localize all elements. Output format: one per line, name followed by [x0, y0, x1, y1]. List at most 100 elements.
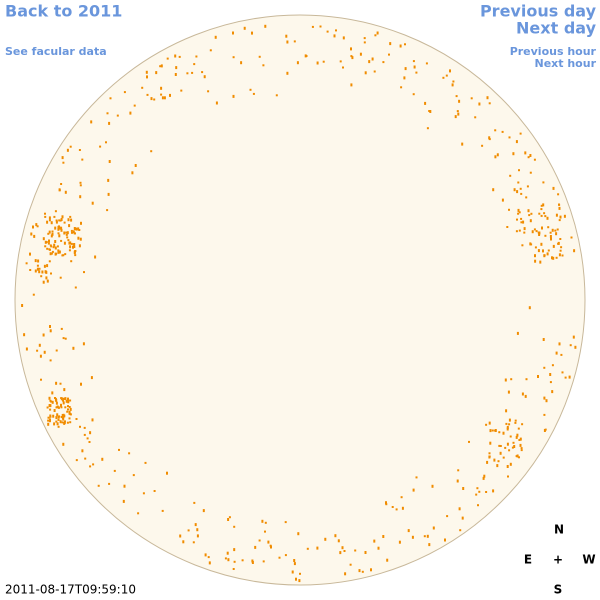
facular-dot [34, 259, 37, 263]
facular-dot [48, 404, 51, 407]
facular-dot [209, 49, 212, 52]
facular-dot [58, 234, 61, 238]
facular-dot [376, 31, 379, 35]
facular-dot [426, 534, 429, 538]
facular-dot [270, 545, 272, 549]
facular-dot [564, 376, 567, 379]
facular-dot [56, 422, 59, 426]
back-link[interactable]: Back to 2011 [5, 2, 122, 21]
next-day-link[interactable]: Next day [516, 19, 597, 38]
facular-dot [424, 101, 427, 105]
facular-dot [51, 400, 54, 404]
facular-dot [412, 60, 415, 63]
facular-dot [264, 24, 267, 28]
facular-dot [25, 347, 28, 351]
facular-dot [428, 543, 431, 547]
facular-dot [522, 220, 525, 224]
facular-dot [572, 335, 575, 339]
facular-dot [261, 519, 264, 523]
facular-dot [208, 561, 211, 565]
facular-dot [284, 521, 287, 524]
facular-dot [80, 382, 82, 386]
compass-east: E [524, 553, 532, 567]
facular-link[interactable]: See facular data [5, 45, 107, 58]
facular-dot [574, 345, 577, 349]
facular-dot [66, 231, 69, 235]
facular-dot [493, 458, 496, 462]
facular-dot [108, 121, 111, 125]
facular-dot [555, 213, 558, 217]
facular-dot [462, 487, 465, 490]
facular-dot [64, 420, 66, 423]
facular-dot [293, 40, 296, 43]
facular-dot [133, 104, 136, 107]
facular-dot [48, 396, 51, 400]
facular-dot [60, 397, 63, 401]
facular-dot [551, 256, 553, 260]
facular-dot [485, 491, 488, 493]
facular-dot [513, 188, 516, 192]
facular-dot [70, 260, 73, 263]
facular-dot [53, 409, 56, 412]
facular-dot [42, 237, 45, 241]
facular-dot [518, 456, 520, 459]
facular-dot [540, 242, 543, 246]
compass-south: S [554, 583, 563, 597]
prev-day-link[interactable]: Previous day [480, 2, 597, 21]
facular-dot [42, 333, 45, 337]
facular-dot [363, 41, 366, 44]
facular-dot [537, 249, 540, 253]
facular-dot [49, 415, 52, 418]
facular-dot [196, 528, 199, 532]
facular-dot [423, 535, 426, 538]
facular-dot [70, 229, 73, 232]
facular-dot [79, 237, 82, 241]
facular-dot [77, 227, 80, 231]
facular-dot [517, 427, 520, 430]
facular-dot [350, 55, 353, 58]
facular-dot [485, 423, 488, 426]
facular-dot [69, 245, 72, 249]
facular-dot [52, 246, 55, 249]
facular-dot [78, 149, 81, 151]
facular-dot [539, 260, 542, 264]
facular-dot [186, 72, 189, 75]
facular-dot [492, 188, 495, 192]
facular-dot [520, 221, 523, 224]
compass-center: + [553, 553, 563, 567]
facular-dot [66, 421, 69, 424]
facular-dot [67, 239, 70, 242]
facular-dot [71, 231, 73, 234]
facular-dot [545, 399, 548, 403]
facular-dot [48, 230, 51, 234]
facular-dot [413, 65, 416, 69]
facular-dot [559, 238, 562, 240]
facular-dot [55, 219, 58, 222]
facular-dot [166, 57, 169, 60]
facular-dot [377, 546, 380, 550]
facular-dot [570, 236, 573, 239]
facular-dot [543, 366, 546, 369]
facular-dot [146, 75, 148, 79]
facular-dot [518, 169, 520, 172]
facular-dot [65, 399, 68, 403]
facular-dot [55, 220, 58, 224]
facular-dot [452, 80, 455, 83]
facular-dot [449, 69, 451, 73]
facular-dot [49, 325, 51, 328]
facular-dot [505, 409, 508, 413]
prev-hour-link[interactable]: Previous hour [510, 45, 597, 58]
facular-dot [521, 392, 524, 396]
facular-dot [207, 90, 210, 93]
facular-dot [551, 364, 554, 367]
facular-dot [373, 70, 376, 73]
facular-dot [507, 390, 510, 394]
facular-dot [36, 225, 39, 228]
facular-dot [47, 232, 50, 235]
facular-dot [66, 236, 69, 239]
facular-dot [540, 204, 543, 207]
facular-dot [233, 560, 236, 563]
next-hour-link[interactable]: Next hour [535, 57, 597, 70]
facular-dot [67, 408, 69, 411]
facular-dot [368, 60, 371, 64]
